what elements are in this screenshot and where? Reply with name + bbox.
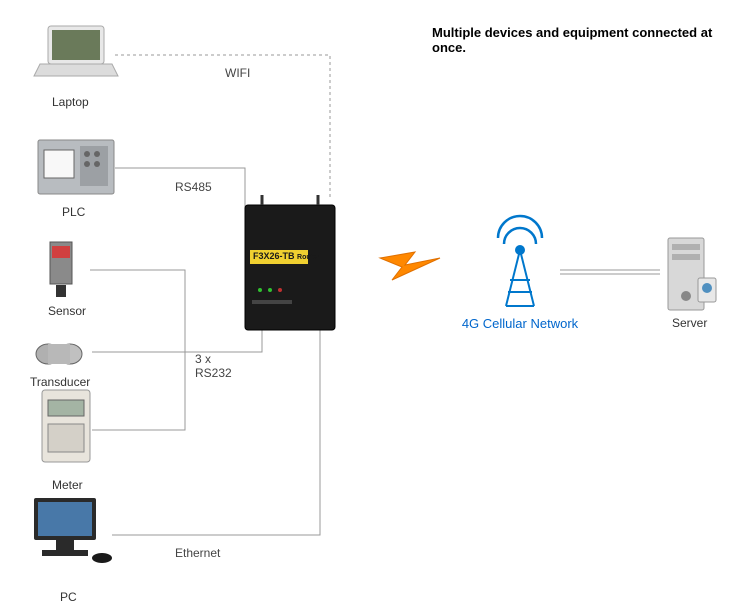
meter-icon [42, 390, 90, 462]
meter-label: Meter [52, 478, 83, 492]
diagram-svg [0, 0, 745, 616]
plc-icon [38, 140, 114, 194]
ethernet-label: Ethernet [175, 546, 220, 560]
ethernet-line [112, 330, 320, 535]
rs232-label-1: 3 x [195, 352, 211, 366]
pc-label: PC [60, 590, 77, 604]
pc-icon [34, 498, 112, 563]
rs485-label: RS485 [175, 180, 212, 194]
plc-label: PLC [62, 205, 85, 219]
cellular-network-label: 4G Cellular Network [450, 316, 590, 331]
sensor-label: Sensor [48, 304, 86, 318]
rs232-bus-line [185, 330, 262, 352]
laptop-icon [34, 26, 118, 76]
router-label: F3X26-TB Router [253, 251, 320, 261]
cell-tower-icon [498, 216, 542, 306]
router-icon [245, 195, 335, 330]
sensor-line [90, 270, 185, 352]
laptop-label: Laptop [52, 95, 89, 109]
sensor-icon [50, 242, 72, 297]
meter-line [92, 352, 185, 430]
server-label: Server [672, 316, 707, 330]
server-icon [668, 238, 716, 310]
rs232-label-2: RS232 [195, 366, 232, 380]
transducer-icon [36, 344, 82, 364]
transducer-label: Transducer [30, 375, 90, 389]
wifi-line [115, 55, 330, 200]
wireless-bolt-icon [380, 252, 440, 280]
wifi-label: WIFI [225, 66, 250, 80]
